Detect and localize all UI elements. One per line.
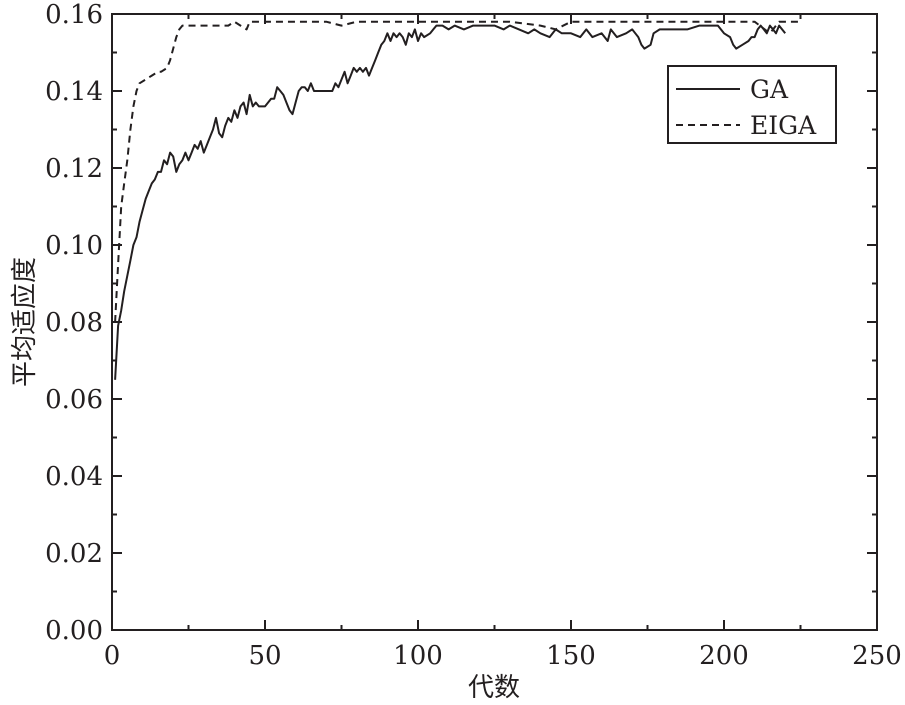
x-tick-label: 250	[852, 641, 902, 671]
y-tick-label: 0.16	[45, 0, 103, 30]
legend-label-ga: GA	[750, 75, 789, 104]
legend-label-eiga: EIGA	[750, 111, 817, 140]
y-tick-label: 0.04	[45, 462, 103, 492]
x-axis-ticks: 0 50 100 150 200 250	[104, 14, 902, 671]
y-axis-title: 平均适应度	[10, 257, 40, 387]
legend-box	[667, 65, 837, 144]
series-line-eiga	[114, 20, 801, 323]
y-tick-label: 0.10	[45, 231, 103, 261]
y-tick-label: 0.12	[45, 154, 103, 184]
y-tick-label: 0.02	[45, 539, 103, 569]
y-tick-label: 0.06	[45, 385, 103, 415]
y-axis-ticks: 0.00 0.02 0.04 0.06 0.08 0.10 0.12 0.14 0.16	[45, 0, 877, 646]
x-tick-label: 150	[546, 641, 596, 671]
x-tick-label: 200	[699, 641, 749, 671]
y-tick-label: 0.08	[45, 308, 103, 338]
x-tick-label: 100	[393, 641, 443, 671]
x-axis-title: 代数	[468, 673, 520, 703]
y-tick-label: 0.00	[45, 616, 103, 646]
legend: GA EIGA	[667, 65, 837, 144]
x-tick-label: 0	[104, 641, 121, 671]
x-tick-label: 50	[248, 641, 281, 671]
series-layer	[114, 20, 801, 380]
series-line-ga	[114, 24, 786, 380]
y-tick-label: 0.14	[45, 77, 103, 107]
